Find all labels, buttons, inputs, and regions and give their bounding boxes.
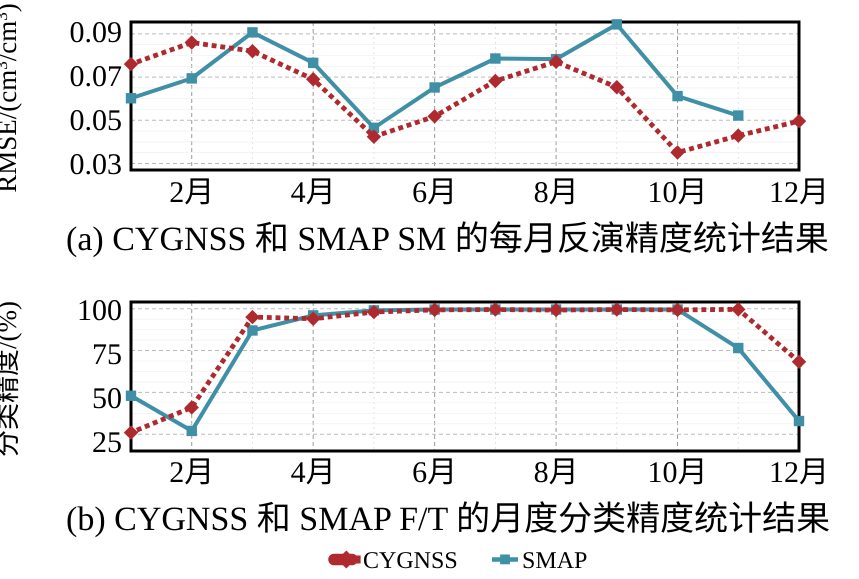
- svg-text:6月: 6月: [412, 176, 457, 209]
- svg-text:50: 50: [92, 382, 122, 415]
- svg-text:25: 25: [92, 426, 122, 459]
- svg-text:0.09: 0.09: [70, 16, 123, 49]
- svg-text:100: 100: [77, 294, 122, 327]
- svg-text:2月: 2月: [169, 176, 214, 209]
- svg-text:75: 75: [92, 338, 122, 371]
- svg-text:0.05: 0.05: [70, 104, 123, 137]
- svg-text:12月: 12月: [769, 456, 829, 489]
- svg-text:分类精度/(%): 分类精度/(%): [0, 301, 22, 457]
- svg-text:12月: 12月: [769, 176, 829, 209]
- svg-text:2月: 2月: [169, 456, 214, 489]
- svg-text:RMSE/(cm3/cm3): RMSE/(cm3/cm3): [0, 3, 22, 193]
- svg-text:8月: 8月: [534, 176, 579, 209]
- svg-text:0.03: 0.03: [70, 148, 123, 181]
- svg-text:10月: 10月: [648, 176, 708, 209]
- svg-text:6月: 6月: [412, 456, 457, 489]
- svg-text:4月: 4月: [291, 176, 336, 209]
- svg-text:SMAP: SMAP: [522, 548, 587, 574]
- svg-text:0.07: 0.07: [70, 60, 123, 93]
- svg-text:CYGNSS: CYGNSS: [363, 548, 458, 574]
- svg-text:8月: 8月: [534, 456, 579, 489]
- svg-text:(a) CYGNSS 和 SMAP SM 的每月反演精度统计: (a) CYGNSS 和 SMAP SM 的每月反演精度统计结果: [66, 221, 829, 258]
- svg-text:(b) CYGNSS 和 SMAP F/T 的月度分类精度统: (b) CYGNSS 和 SMAP F/T 的月度分类精度统计结果: [66, 501, 830, 538]
- svg-text:10月: 10月: [648, 456, 708, 489]
- svg-text:4月: 4月: [291, 456, 336, 489]
